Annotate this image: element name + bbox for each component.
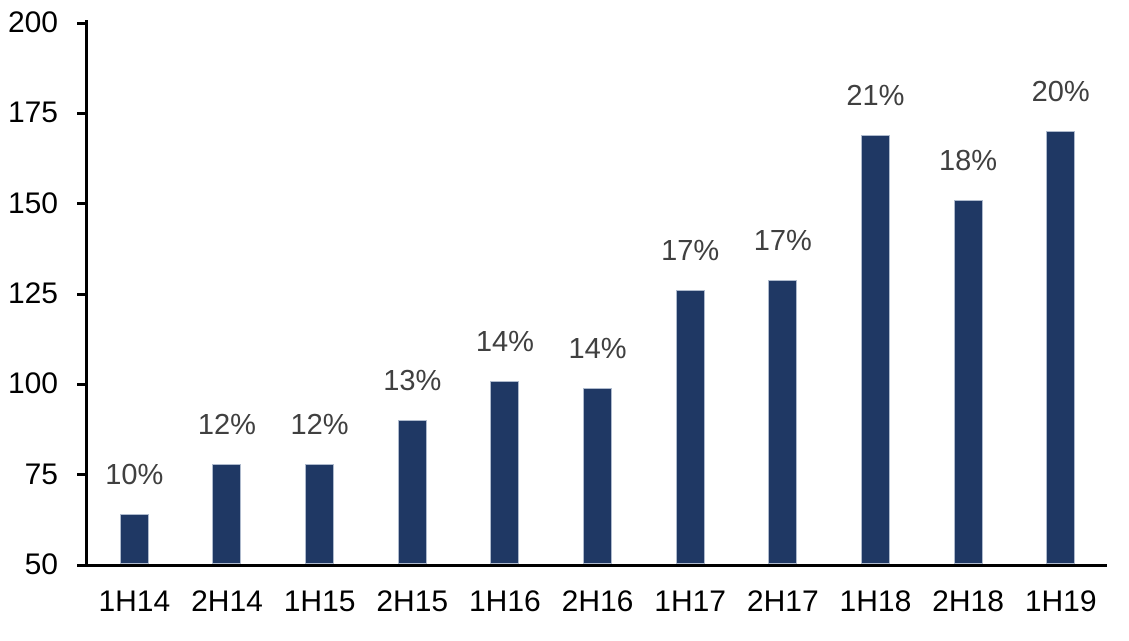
bar-value-label: 14% bbox=[568, 332, 627, 365]
y-axis-tick bbox=[77, 292, 88, 296]
bar-value-label: 20% bbox=[1031, 76, 1090, 109]
x-axis-tick-label: 2H18 bbox=[932, 585, 1004, 618]
bar bbox=[119, 514, 149, 564]
x-axis-line bbox=[85, 564, 1107, 567]
y-axis-tick-label: 200 bbox=[7, 6, 58, 39]
x-axis-tick-label: 1H15 bbox=[283, 585, 356, 618]
y-axis-tick-label: 125 bbox=[7, 277, 58, 310]
y-axis-tick-label: 175 bbox=[7, 96, 58, 130]
bar-value-label: 17% bbox=[661, 235, 720, 268]
x-axis-tick-label: 2H16 bbox=[561, 585, 634, 618]
bar bbox=[397, 420, 427, 564]
y-axis-tick-label: 50 bbox=[24, 548, 58, 581]
bar bbox=[305, 463, 335, 564]
bar bbox=[490, 380, 520, 564]
x-axis-tick-label: 2H14 bbox=[191, 585, 263, 618]
x-axis-tick-label: 2H17 bbox=[746, 585, 819, 618]
bar-value-label: 21% bbox=[846, 80, 905, 112]
x-axis-tick-label: 1H18 bbox=[839, 585, 912, 618]
bar bbox=[768, 279, 798, 564]
x-axis-tick-label: 1H16 bbox=[469, 585, 541, 618]
y-axis-tick bbox=[77, 473, 88, 477]
bar bbox=[583, 387, 612, 564]
y-axis-tick bbox=[77, 111, 88, 115]
y-axis-tick-label: 75 bbox=[24, 457, 58, 491]
bar-value-label: 12% bbox=[290, 408, 349, 441]
y-axis-tick bbox=[77, 202, 88, 206]
bar bbox=[212, 463, 242, 564]
bar bbox=[675, 290, 705, 564]
bar-value-label: 13% bbox=[383, 365, 442, 398]
bar bbox=[953, 200, 983, 564]
bar-value-label: 10% bbox=[105, 459, 164, 492]
y-axis-tick-label: 100 bbox=[7, 367, 58, 401]
bar-value-label: 18% bbox=[939, 145, 998, 178]
bar bbox=[1046, 131, 1076, 564]
bar bbox=[860, 135, 890, 564]
bar-value-label: 12% bbox=[197, 408, 256, 441]
y-axis-tick-label: 150 bbox=[7, 186, 58, 220]
y-axis-tick bbox=[77, 563, 88, 567]
bar-value-label: 17% bbox=[753, 224, 812, 257]
x-axis-tick-label: 1H19 bbox=[1024, 585, 1097, 618]
bar-value-label: 14% bbox=[475, 325, 534, 358]
y-axis-tick bbox=[77, 21, 88, 25]
y-axis-tick bbox=[77, 382, 88, 386]
x-axis-tick-label: 1H17 bbox=[654, 585, 726, 618]
x-axis-tick-label: 2H15 bbox=[376, 585, 449, 618]
x-axis-tick-label: 1H14 bbox=[98, 585, 171, 618]
